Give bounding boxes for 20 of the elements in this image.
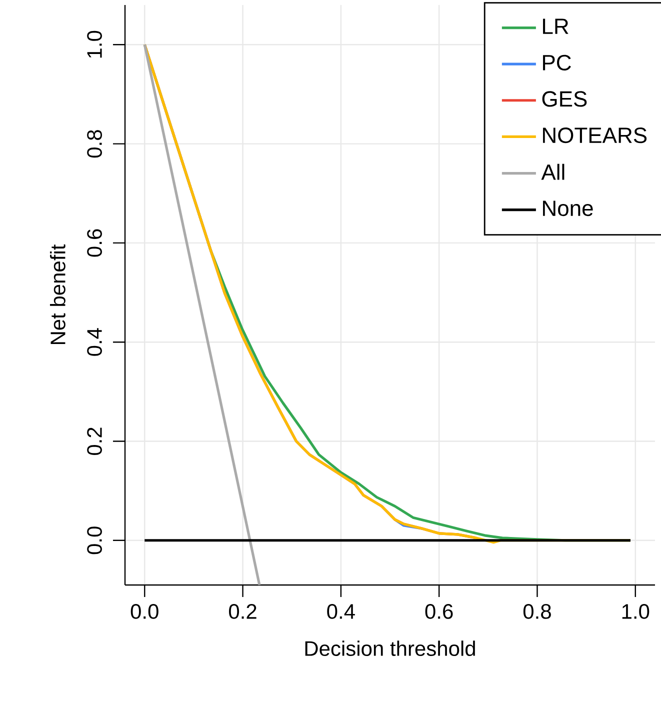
legend-label: LR xyxy=(543,18,568,34)
x-axis-title: Decision threshold xyxy=(305,640,475,656)
legend-label: All xyxy=(541,164,564,180)
legend-label: PC xyxy=(543,54,571,70)
y-tick-label: 0.0 xyxy=(87,526,102,554)
x-tick-label: 0.4 xyxy=(327,604,355,619)
y-tick-label: 0.8 xyxy=(87,130,102,158)
y-tick-label: 1.0 xyxy=(87,30,102,58)
y-tick-label: 0.4 xyxy=(87,328,102,356)
legend-label: GES xyxy=(542,91,587,107)
legend-label: NOTEARS xyxy=(543,128,647,144)
x-tick-label: 0.2 xyxy=(228,604,256,619)
y-axis-title: Net benefit xyxy=(50,244,66,344)
legend-label: None xyxy=(543,200,593,216)
x-tick-label: 0.8 xyxy=(523,604,551,619)
y-tick-label: 0.6 xyxy=(87,229,102,257)
x-tick-label: 1.0 xyxy=(622,604,650,619)
y-tick-label: 0.2 xyxy=(87,428,102,456)
x-tick-label: 0.6 xyxy=(425,604,453,619)
x-tick-label: 0.0 xyxy=(130,604,158,619)
